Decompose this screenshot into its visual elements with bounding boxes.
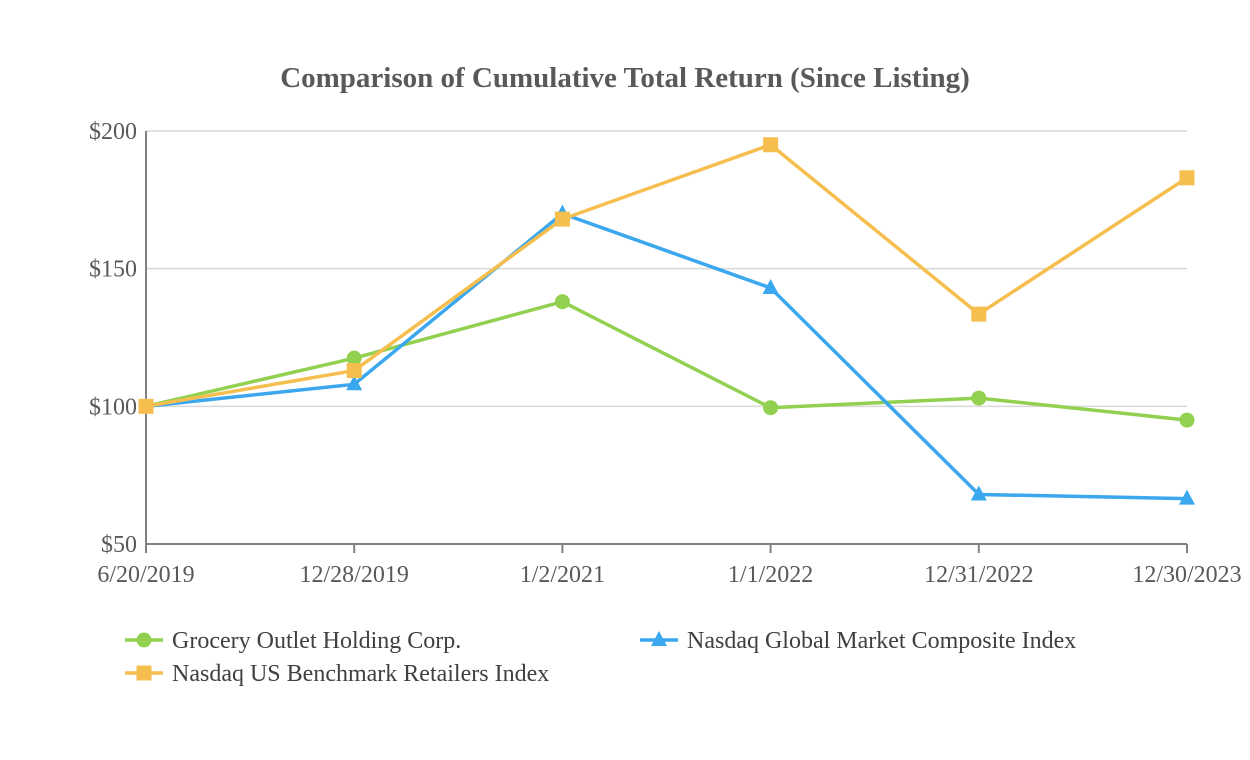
data-point <box>970 485 987 501</box>
series-circle <box>138 294 1195 428</box>
gridlines <box>146 130 1187 408</box>
y-tick-label: $200 <box>89 119 137 145</box>
chart-title: Comparison of Cumulative Total Return (S… <box>280 62 970 94</box>
x-tick-label: 12/30/2023 <box>1132 562 1241 588</box>
legend-label: Grocery Outlet Holding Corp. <box>172 628 461 654</box>
x-tick-label: 6/20/2019 <box>97 562 194 588</box>
data-point <box>346 350 362 366</box>
series-line <box>145 143 1188 409</box>
legend: Grocery Outlet Holding Corp. Nasdaq Globa… <box>125 628 1076 687</box>
data-point <box>762 278 779 294</box>
data-point <box>138 398 154 414</box>
series-line <box>145 299 1188 422</box>
data-point <box>763 400 779 416</box>
axes <box>145 131 1188 553</box>
x-axis-ticks: 6/20/2019 12/28/2019 1/2/2021 1/1/2022 12/31… <box>97 562 1241 588</box>
data-point <box>763 137 779 153</box>
series-layer <box>138 137 1195 505</box>
legend-marker <box>651 631 667 646</box>
data-point <box>971 306 987 322</box>
y-tick-label: $150 <box>89 257 137 283</box>
x-tick-label: 1/1/2022 <box>728 562 813 588</box>
data-point <box>1179 170 1195 186</box>
data-point <box>1179 412 1195 428</box>
data-point <box>1179 489 1195 505</box>
x-tick-label: 12/31/2022 <box>924 562 1033 588</box>
x-tick-label: 1/2/2021 <box>520 562 605 588</box>
legend-item: Nasdaq Global Market Composite Index <box>640 628 1076 654</box>
y-tick-label: $50 <box>101 532 137 558</box>
legend-label: Nasdaq US Benchmark Retailers Index <box>172 661 549 687</box>
data-point <box>346 363 362 379</box>
data-point <box>554 211 570 227</box>
data-point <box>554 294 570 310</box>
series-square <box>138 137 1195 414</box>
legend-marker <box>136 665 152 681</box>
y-axis-ticks: $50 $100 $150 $200 <box>89 119 137 558</box>
legend-item: Nasdaq US Benchmark Retailers Index <box>125 661 549 687</box>
legend-item: Grocery Outlet Holding Corp. <box>125 628 461 654</box>
data-point <box>346 375 363 391</box>
data-point <box>971 390 987 406</box>
legend-marker <box>136 632 152 648</box>
y-tick-label: $100 <box>89 394 137 420</box>
legend-label: Nasdaq Global Market Composite Index <box>687 628 1076 654</box>
x-tick-label: 12/28/2019 <box>300 562 409 588</box>
series-line <box>145 211 1188 501</box>
